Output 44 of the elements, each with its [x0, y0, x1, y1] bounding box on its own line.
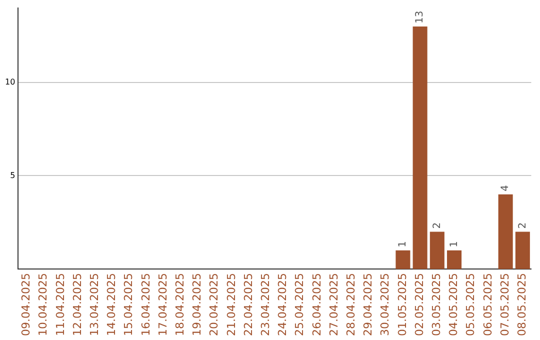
- data-label: 4: [500, 185, 512, 192]
- x-tick-label: 07.05.2025: [498, 273, 512, 336]
- x-tick-label: 05.05.2025: [464, 273, 478, 336]
- x-tick-label: 04.05.2025: [447, 273, 460, 336]
- x-tick-label: 08.05.2025: [516, 273, 529, 336]
- x-tick-label: 11.04.2025: [54, 273, 67, 336]
- data-label: 13: [414, 10, 426, 24]
- data-label: 2: [432, 222, 443, 229]
- x-tick-label: 17.04.2025: [156, 273, 170, 336]
- x-tick-label: 25.04.2025: [293, 273, 306, 336]
- x-tick-label: 21.04.2025: [224, 273, 238, 336]
- x-tick-label: 10.04.2025: [36, 273, 50, 336]
- x-tick-label: 24.04.2025: [276, 273, 290, 336]
- bar: [446, 250, 462, 270]
- x-tick-label: 27.04.2025: [327, 273, 340, 336]
- x-tick-label: 03.05.2025: [430, 273, 444, 336]
- bar: [498, 194, 513, 270]
- x-tick-label: 12.04.2025: [70, 273, 84, 336]
- x-tick-label: 30.04.2025: [378, 273, 392, 336]
- x-tick-label: 16.04.2025: [139, 273, 152, 336]
- x-tick-label: 06.05.2025: [481, 273, 494, 336]
- x-tick-label: 29.04.2025: [362, 273, 375, 336]
- data-label: 2: [517, 222, 528, 229]
- x-tick-label: 18.04.2025: [174, 273, 186, 336]
- y-tick-label: 5: [10, 170, 16, 180]
- x-tick-label: 01.05.2025: [396, 273, 409, 336]
- y-tick-label: 10: [4, 78, 16, 87]
- x-tick-label: 28.04.2025: [344, 273, 358, 336]
- data-label: 1: [398, 240, 409, 248]
- x-tick-label: 02.05.2025: [412, 273, 426, 336]
- x-tick-label: 26.04.2025: [310, 273, 324, 336]
- x-tick-label: 22.04.2025: [242, 273, 255, 336]
- bar: [515, 232, 530, 270]
- bar: [430, 232, 444, 270]
- x-tick-label: 19.04.2025: [190, 273, 204, 336]
- x-tick-label: 23.04.2025: [259, 273, 272, 336]
- bar: [412, 26, 428, 270]
- x-tick-label: 15.04.2025: [122, 273, 136, 336]
- x-tick-label: 13.04.2025: [88, 273, 101, 336]
- x-tick-label: 14.04.2025: [105, 273, 118, 336]
- bar: [396, 250, 410, 270]
- data-label: 1: [448, 240, 460, 248]
- x-tick-label: 09.04.2025: [20, 273, 33, 336]
- x-tick-label: 20.04.2025: [208, 273, 221, 336]
